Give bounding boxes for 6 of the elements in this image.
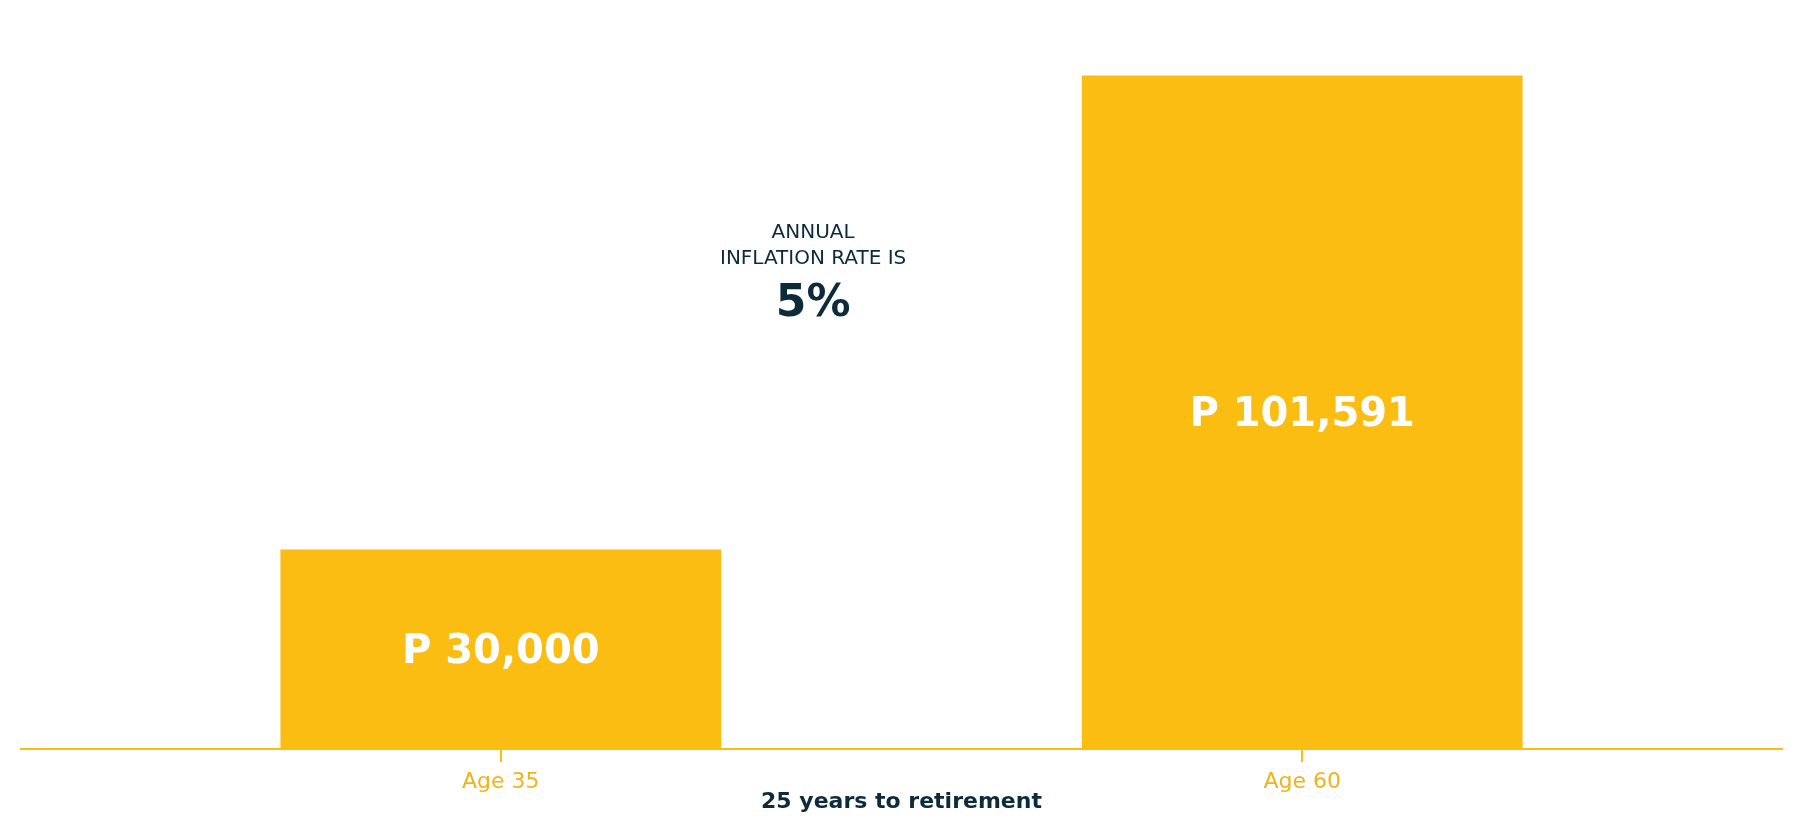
- data-label: P 101,591: [1189, 388, 1415, 435]
- data-label: P 30,000: [402, 625, 600, 672]
- annotation: ANNUAL INFLATION RATE IS 5%: [720, 219, 907, 326]
- x-tick-label: Age 60: [1263, 768, 1341, 794]
- x-axis-title: 25 years to retirement: [761, 787, 1043, 813]
- x-tick-label: Age 35: [462, 768, 540, 794]
